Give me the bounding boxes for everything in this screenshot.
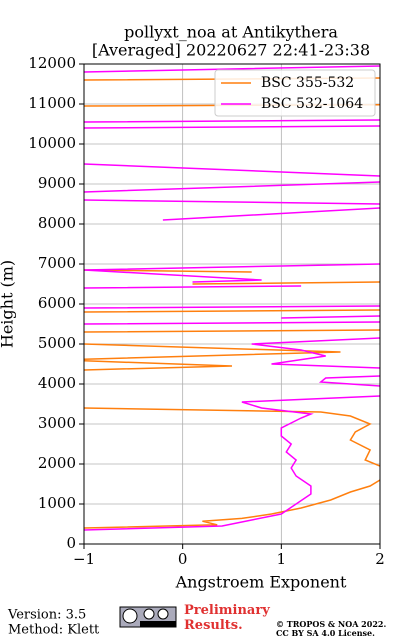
y-tick-label: 4000 [38, 374, 76, 392]
legend-label: BSC 532-1064 [261, 96, 363, 112]
x-tick-label: −1 [73, 550, 95, 568]
chart-subtitle: [Averaged] 20220627 22:41-23:38 [92, 41, 370, 60]
y-tick-label: 11000 [28, 94, 76, 112]
y-tick-label: 8000 [38, 214, 76, 232]
y-tick-label: 10000 [28, 134, 76, 152]
y-axis-label: Height (m) [0, 260, 17, 348]
y-tick-label: 7000 [38, 254, 76, 272]
y-tick-label: 6000 [38, 294, 76, 312]
license: CC BY SA 4.0 License. [276, 628, 375, 638]
series-line [84, 77, 380, 529]
legend-label: BSC 355-532 [261, 75, 354, 91]
method: Method: Klett [8, 623, 100, 638]
series-line [84, 65, 380, 531]
y-tick-label: 0 [66, 534, 76, 552]
plot-frame [83, 63, 381, 545]
y-tick-label: 3000 [38, 414, 76, 432]
version: Version: 3.5 [7, 608, 86, 623]
y-tick-label: 1000 [38, 494, 76, 512]
x-tick-label: 0 [178, 550, 188, 568]
copyright: © TROPOS & NOA 2022. [276, 619, 386, 629]
x-axis-label: Angstroem Exponent [175, 573, 347, 592]
y-tick-label: 5000 [38, 334, 76, 352]
y-tick-label: 12000 [28, 54, 76, 72]
status: Preliminary Results. [184, 603, 270, 633]
y-tick-label: 9000 [38, 174, 76, 192]
legend-box [214, 69, 376, 117]
cc-icon [119, 606, 177, 628]
y-tick-label: 2000 [38, 454, 76, 472]
x-tick-label: 2 [375, 550, 385, 568]
chart-title: pollyxt_noa at Antikythera [124, 23, 338, 42]
x-tick-label: 1 [277, 550, 287, 568]
